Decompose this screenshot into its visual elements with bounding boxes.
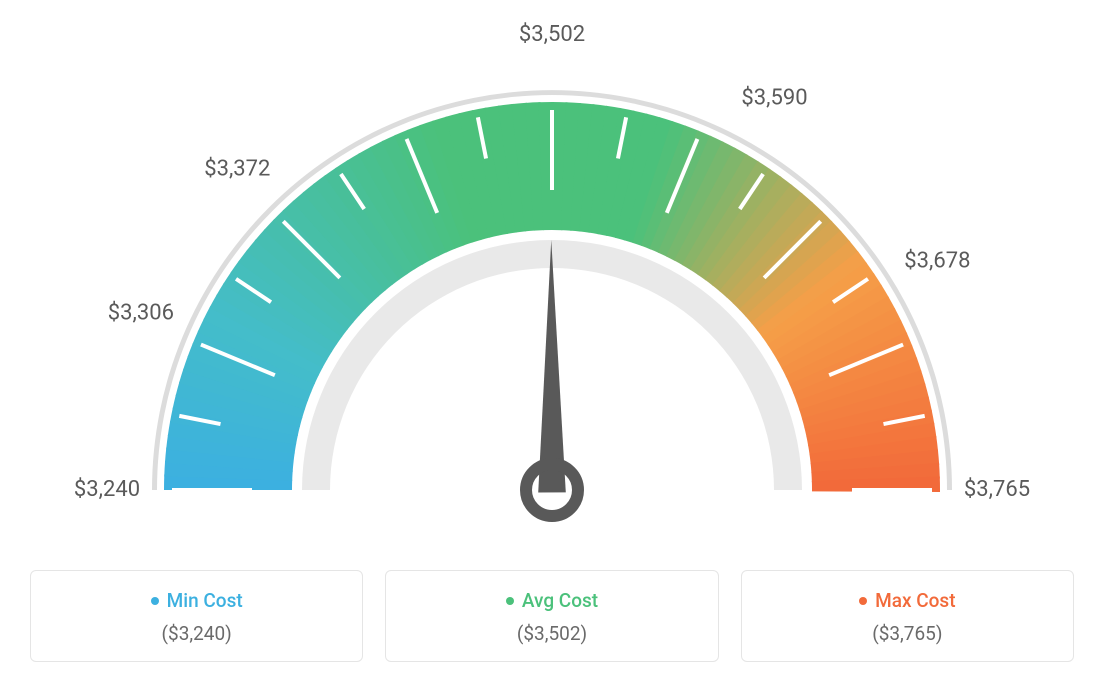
gauge-chart: $3,240 $3,306 $3,372 $3,502 $3,590 $3,678 $3,7… xyxy=(0,0,1104,560)
gauge-tick-label: $3,590 xyxy=(741,86,807,111)
avg-cost-value: ($3,502) xyxy=(396,622,707,645)
max-cost-label-row: Max Cost xyxy=(859,589,955,612)
chart-container: $3,240 $3,306 $3,372 $3,502 $3,590 $3,678 $3,7… xyxy=(0,0,1104,690)
gauge-tick-label: $3,306 xyxy=(108,301,174,326)
gauge-tick-label: $3,372 xyxy=(204,156,270,181)
gauge-svg: $3,240 $3,306 $3,372 $3,502 $3,590 $3,678 $3,7… xyxy=(0,0,1104,560)
avg-cost-label-row: Avg Cost xyxy=(506,589,598,612)
max-cost-value: ($3,765) xyxy=(752,622,1063,645)
max-cost-card: Max Cost ($3,765) xyxy=(741,570,1074,662)
summary-cards: Min Cost ($3,240) Avg Cost ($3,502) Max … xyxy=(0,570,1104,662)
gauge-tick-label: $3,502 xyxy=(519,22,585,47)
min-cost-card: Min Cost ($3,240) xyxy=(30,570,363,662)
avg-dot-icon xyxy=(506,597,514,605)
avg-cost-card: Avg Cost ($3,502) xyxy=(385,570,718,662)
avg-cost-label: Avg Cost xyxy=(522,589,598,612)
gauge-needle xyxy=(538,240,566,492)
min-cost-label-row: Min Cost xyxy=(151,589,243,612)
min-cost-value: ($3,240) xyxy=(41,622,352,645)
gauge-tick-label: $3,678 xyxy=(904,249,970,274)
min-dot-icon xyxy=(151,597,159,605)
max-dot-icon xyxy=(859,597,867,605)
min-cost-label: Min Cost xyxy=(167,589,243,612)
max-cost-label: Max Cost xyxy=(875,589,955,612)
gauge-tick-label: $3,765 xyxy=(964,477,1030,502)
gauge-tick-label: $3,240 xyxy=(74,477,140,502)
